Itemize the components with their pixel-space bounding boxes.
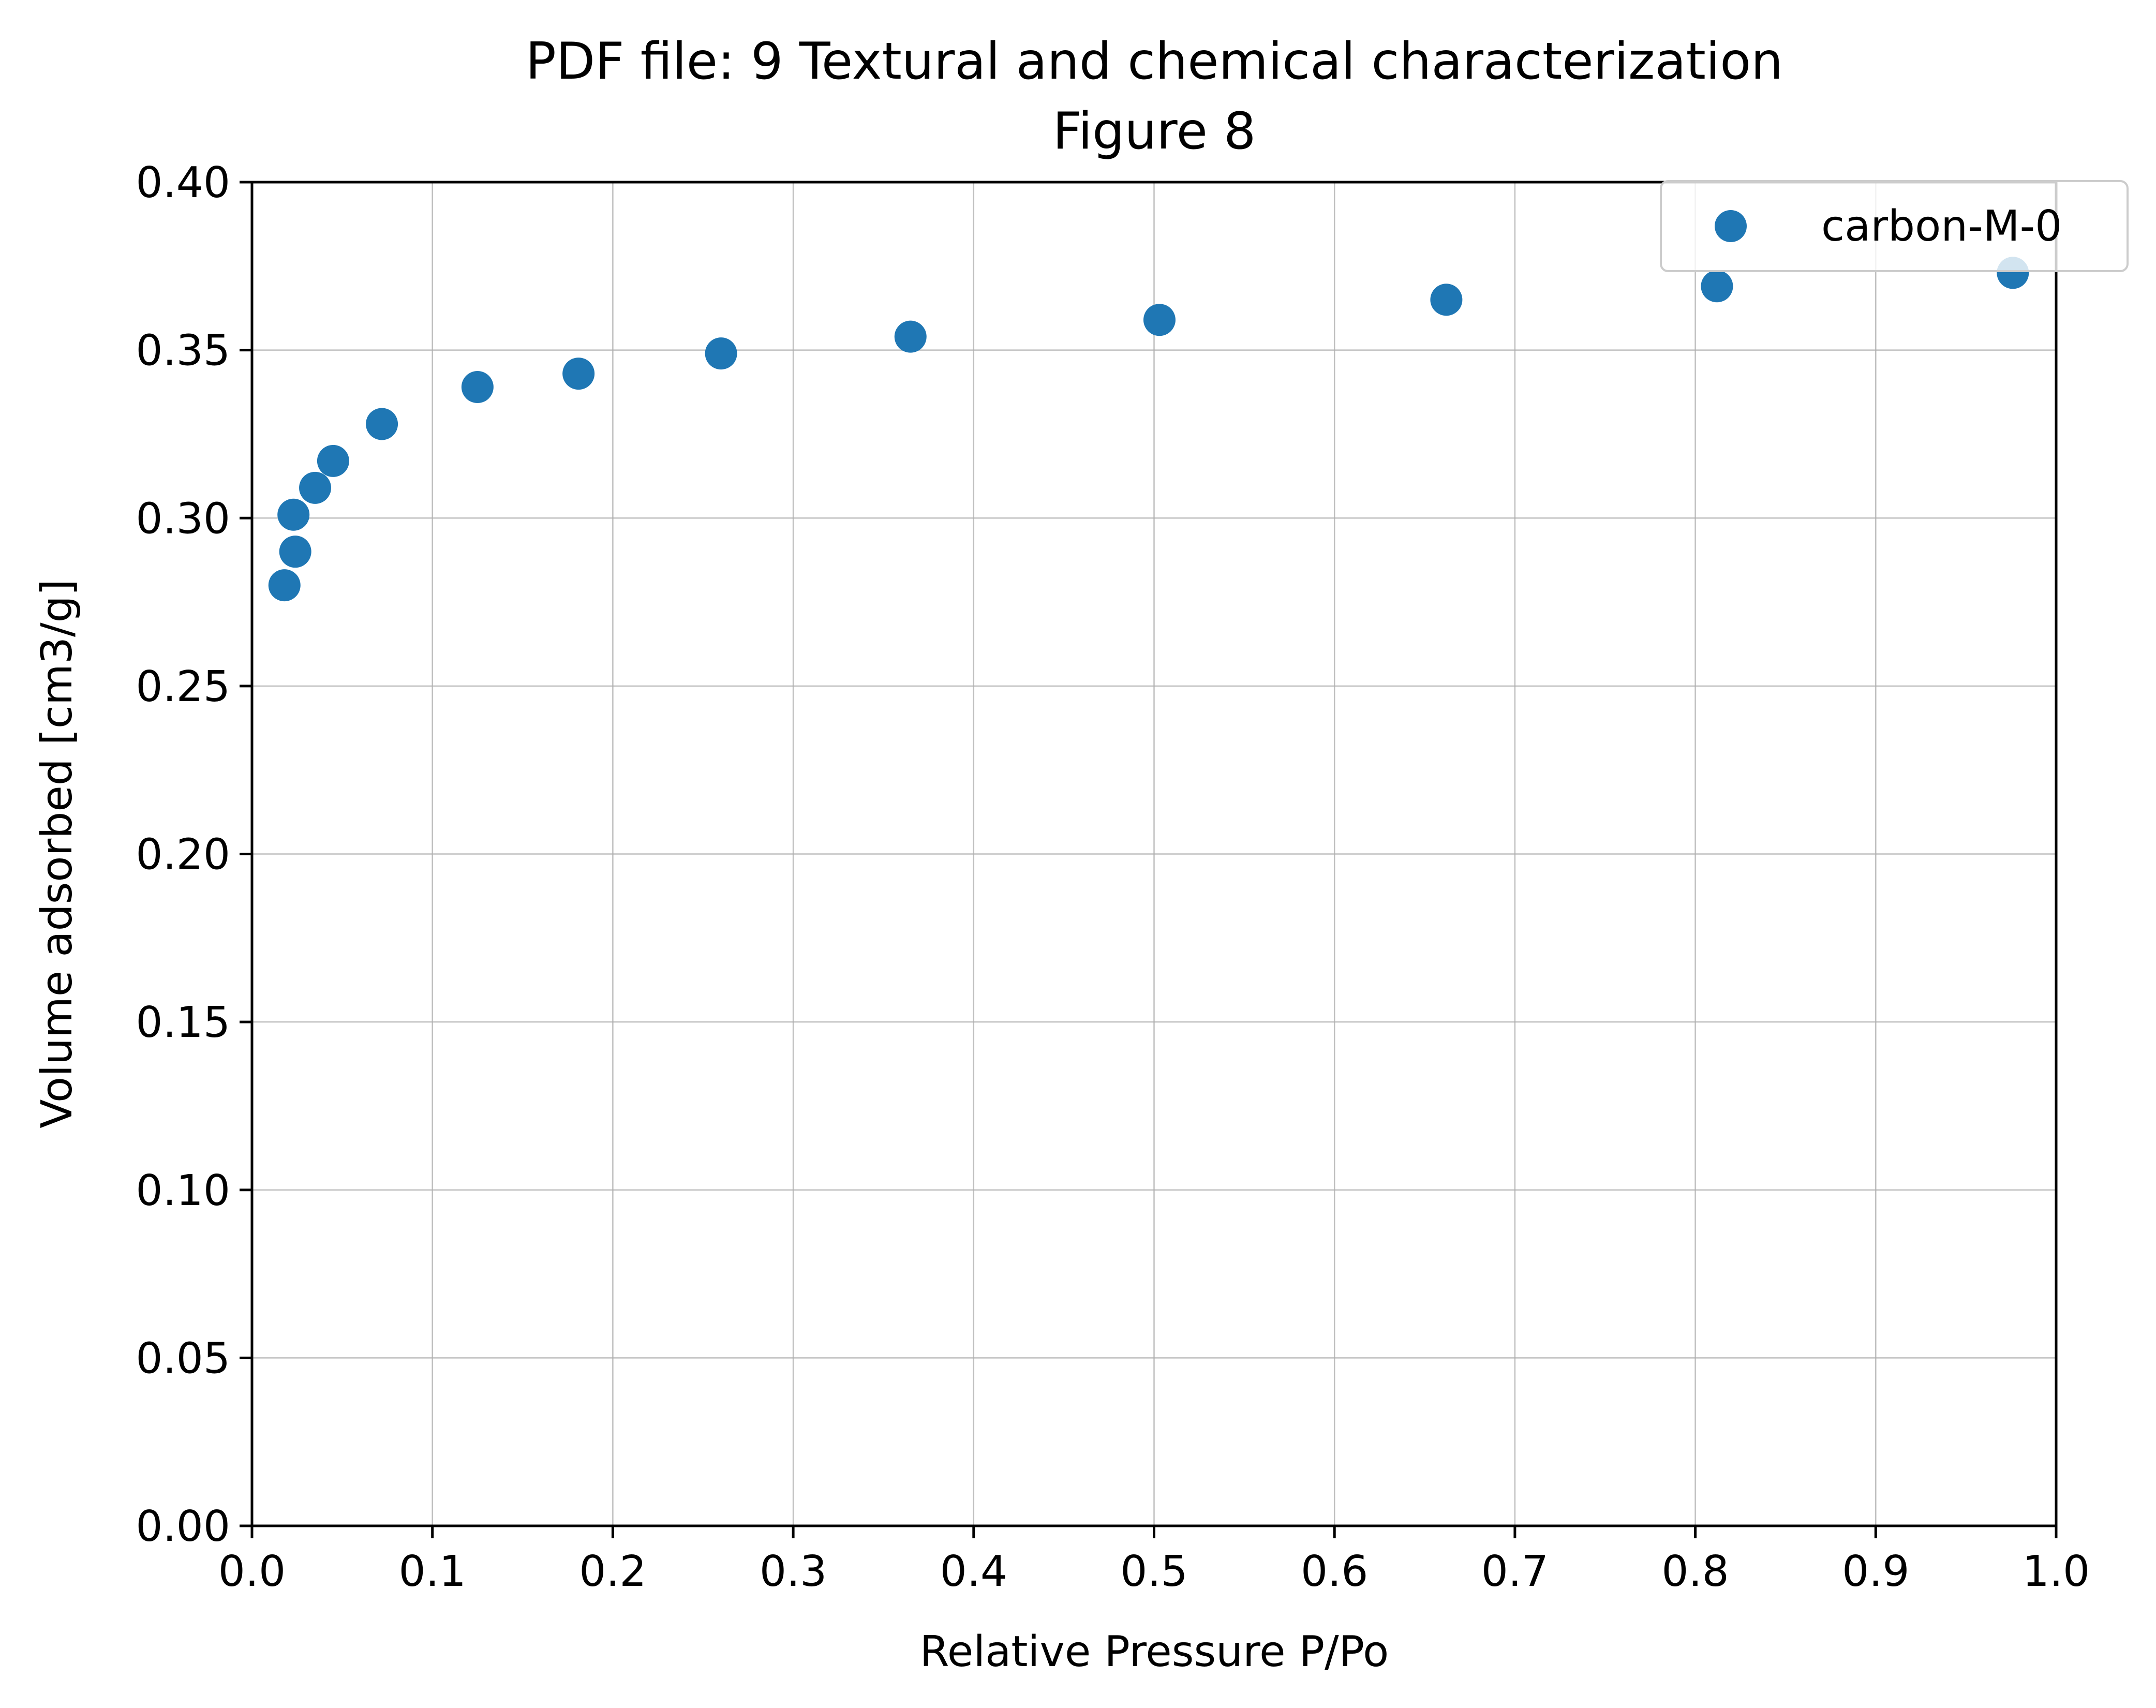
y-tick-label: 0.10 [136,1166,230,1215]
x-tick-label: 0.0 [218,1547,286,1596]
data-point [277,498,310,531]
x-axis-ticks: 0.0 0.1 0.2 0.3 0.4 0.5 0.6 0.7 0.8 0.9 1.0 [218,1526,2090,1596]
y-axis-ticks: 0.00 0.05 0.10 0.15 0.20 0.25 0.30 0.35 0.40 [136,158,252,1551]
y-axis-label: Volume adsorbed [cm3/g] [33,579,82,1128]
legend-marker-carbon-m-0 [1715,210,1747,242]
x-tick-label: 0.3 [760,1547,827,1596]
data-point [279,536,311,568]
x-tick-label: 0.1 [398,1547,466,1596]
x-tick-label: 0.2 [579,1547,646,1596]
data-point [299,471,332,504]
data-point [705,337,737,370]
data-point [461,371,494,404]
x-tick-label: 0.9 [1842,1547,1909,1596]
data-point [317,444,349,477]
x-tick-label: 0.6 [1301,1547,1368,1596]
y-tick-label: 0.15 [136,998,230,1047]
x-tick-label: 1.0 [2023,1547,2090,1596]
y-tick-label: 0.30 [136,494,230,543]
data-point [1430,284,1463,316]
data-point [1143,304,1176,336]
data-points [268,257,2029,602]
y-tick-label: 0.35 [136,326,230,376]
data-point [1701,270,1733,303]
legend-label-carbon-m-0: carbon-M-0 [1821,202,2062,251]
plot-area-frame [250,181,2058,1527]
chart-title-line-1: PDF file: 9 Textural and chemical charac… [526,32,1783,91]
y-tick-label: 0.25 [136,662,230,711]
y-tick-label: 0.20 [136,830,230,880]
x-tick-label: 0.7 [1481,1547,1549,1596]
x-tick-label: 0.4 [940,1547,1007,1596]
data-point [268,569,301,602]
data-point [894,320,927,353]
x-axis-label: Relative Pressure P/Po [920,1627,1389,1676]
legend: carbon-M-0 [1660,180,2129,272]
x-tick-label: 0.5 [1120,1547,1187,1596]
data-point [562,358,595,390]
data-point [366,408,398,440]
y-tick-label: 0.05 [136,1334,230,1383]
legend-frame [1660,180,2129,272]
y-tick-label: 0.00 [136,1502,230,1551]
x-tick-label: 0.8 [1661,1547,1729,1596]
chart-title-line-2: Figure 8 [1053,102,1256,161]
y-tick-label: 0.40 [136,158,230,207]
